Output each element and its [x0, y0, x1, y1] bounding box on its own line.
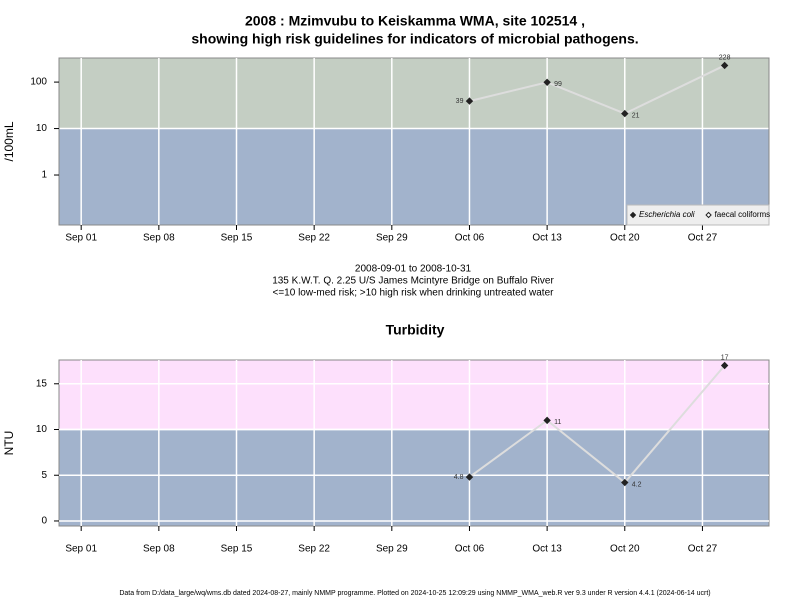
x-tick-label: Oct 06	[455, 233, 485, 244]
data-point	[621, 109, 629, 118]
legend-box	[626, 204, 770, 226]
data-point	[465, 97, 474, 105]
x-tick-label: Sep 15	[221, 233, 253, 244]
footer: Data from D:/data_large/wq/wms.db dated …	[119, 590, 710, 597]
data-point	[543, 416, 551, 425]
x-tick-label: Oct 20	[610, 544, 640, 555]
x-tick-label: Oct 13	[532, 544, 562, 555]
y-tick-label: 100	[30, 77, 47, 88]
y-tick-label: 10	[36, 424, 48, 435]
x-tick-label: Sep 22	[298, 233, 330, 244]
chart-title: Turbidity	[386, 322, 445, 338]
x-tick-label: Oct 27	[688, 544, 718, 555]
data-point	[621, 478, 629, 487]
x-tick-label: Sep 08	[143, 544, 175, 555]
y-tick-label: 5	[41, 470, 47, 481]
value-label: 21	[632, 112, 640, 119]
band-low	[59, 429, 769, 526]
note: 135 K.W.T. Q. 2.25 U/S James Mcintyre Br…	[272, 276, 554, 287]
note: 2008-09-01 to 2008-10-31	[355, 264, 472, 275]
x-tick-label: Sep 29	[376, 233, 408, 244]
value-label: 4.8	[454, 474, 464, 481]
plot-frame	[58, 359, 770, 527]
x-tick-label: Sep 15	[221, 544, 253, 555]
legend-marker	[705, 211, 712, 219]
legend: Escherichia coli faecal coliforms	[626, 204, 771, 226]
series-line	[468, 364, 726, 484]
note: <=10 low-med risk; >10 high risk when dr…	[273, 288, 555, 299]
value-label: 4.2	[632, 481, 642, 488]
y-axis-label: NTU	[2, 431, 16, 456]
band-high	[59, 360, 769, 430]
x-tick-label: Oct 27	[688, 233, 718, 244]
y-tick-label: 15	[36, 378, 48, 389]
band-high	[59, 58, 769, 129]
x-tick-label: Oct 06	[455, 544, 485, 555]
data-point	[543, 78, 551, 87]
chart-title: 2008 : Mzimvubu to Keiskamma WMA, site 1…	[245, 13, 585, 29]
y-tick-label: 10	[36, 123, 48, 134]
y-tick-label: 1	[41, 170, 47, 181]
value-label: 228	[719, 54, 731, 61]
x-tick-label: Oct 13	[532, 233, 562, 244]
legend-label: Escherichia coli	[639, 210, 695, 219]
y-axis-label: /100mL	[2, 121, 16, 161]
value-label: 17	[721, 354, 729, 361]
data-point	[720, 61, 729, 70]
x-tick-label: Sep 08	[143, 233, 175, 244]
series-line	[469, 64, 726, 115]
value-label: 11	[554, 419, 561, 426]
value-label: 99	[554, 81, 562, 88]
y-tick-label: 0	[41, 516, 47, 527]
x-tick-label: Sep 22	[298, 544, 330, 555]
plot-frame	[58, 57, 770, 226]
x-tick-label: Oct 20	[610, 233, 640, 244]
value-label: 39	[456, 98, 464, 105]
x-tick-label: Sep 01	[65, 544, 97, 555]
legend-marker	[629, 211, 637, 219]
data-point	[465, 473, 474, 481]
chart-title: showing high risk guidelines for indicat…	[191, 31, 638, 47]
legend-label: faecal coliforms	[715, 210, 771, 219]
x-tick-label: Sep 01	[65, 233, 97, 244]
x-tick-label: Sep 29	[376, 544, 408, 555]
data-point	[720, 361, 729, 370]
